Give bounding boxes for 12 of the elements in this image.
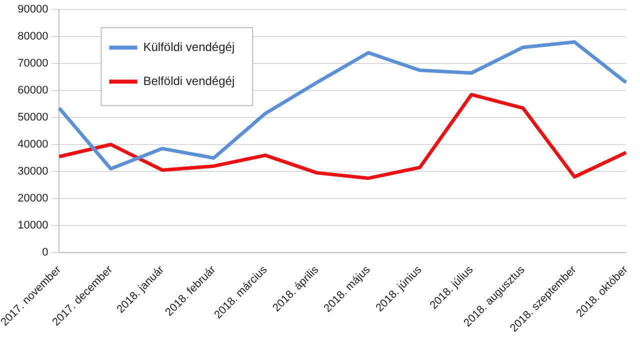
y-tick-label: 50000 [18,112,48,124]
y-tick-label: 60000 [18,84,48,97]
y-tick-label: 0 [42,246,48,258]
y-tick-label: 70000 [18,58,48,70]
legend-label: Külföldi vendégéj [143,40,235,54]
legend-label: Belföldi vendégéj [143,74,235,88]
y-tick-label: 20000 [18,192,48,204]
y-tick-label: 30000 [18,166,48,178]
y-tick-label: 40000 [18,138,48,151]
y-tick-label: 90000 [18,4,48,16]
y-tick-label: 10000 [18,219,48,232]
y-tick-label: 80000 [18,30,48,43]
